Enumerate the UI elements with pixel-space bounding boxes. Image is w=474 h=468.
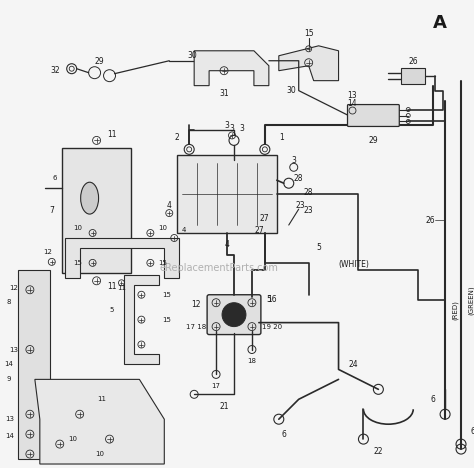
Text: 11: 11: [107, 130, 116, 139]
Text: 6: 6: [53, 175, 57, 181]
Polygon shape: [194, 51, 269, 86]
Text: 7: 7: [49, 206, 54, 215]
Text: 3: 3: [229, 124, 235, 133]
Text: 10: 10: [73, 225, 82, 231]
Text: 3: 3: [239, 124, 245, 133]
FancyBboxPatch shape: [347, 104, 399, 126]
Text: 10: 10: [68, 436, 77, 442]
Text: 4: 4: [225, 241, 229, 249]
Text: 32: 32: [50, 66, 60, 75]
Text: 14: 14: [347, 99, 357, 108]
Text: 26: 26: [425, 216, 435, 225]
Bar: [401, 68, 425, 84]
Text: 17: 17: [211, 383, 220, 389]
Polygon shape: [65, 238, 179, 278]
Text: 30: 30: [187, 51, 197, 60]
Text: 11: 11: [107, 282, 116, 291]
Text: 15: 15: [158, 260, 167, 266]
Text: 4: 4: [167, 201, 172, 210]
FancyBboxPatch shape: [207, 295, 261, 335]
Text: 23: 23: [296, 201, 306, 210]
Text: 5: 5: [109, 307, 114, 313]
Text: 14: 14: [5, 361, 13, 367]
Text: 5: 5: [316, 243, 321, 252]
Polygon shape: [18, 270, 129, 459]
Text: 15: 15: [162, 317, 171, 322]
Bar: [177, 155, 277, 233]
Polygon shape: [125, 275, 159, 365]
Text: 18: 18: [247, 358, 256, 365]
Text: (GREEN): (GREEN): [468, 285, 474, 314]
Text: (RED): (RED): [452, 300, 458, 320]
Text: A: A: [433, 14, 447, 32]
Text: 12: 12: [191, 300, 201, 309]
Text: 13: 13: [347, 91, 357, 100]
Text: 21: 21: [219, 402, 229, 411]
Text: 31: 31: [219, 89, 229, 98]
Text: (WHITE): (WHITE): [338, 260, 369, 270]
Text: 28: 28: [294, 174, 303, 183]
Ellipse shape: [81, 182, 99, 214]
Text: 27: 27: [254, 226, 264, 234]
Text: 24: 24: [349, 360, 358, 369]
Text: 14: 14: [6, 433, 14, 439]
Text: 13: 13: [6, 416, 15, 422]
Text: 12: 12: [9, 285, 18, 291]
Polygon shape: [279, 46, 338, 80]
Text: 12: 12: [43, 249, 52, 255]
Text: 15: 15: [304, 29, 313, 38]
Text: 28: 28: [304, 188, 313, 197]
Text: 15: 15: [162, 292, 171, 298]
Text: 11: 11: [97, 396, 106, 402]
Text: 22: 22: [374, 446, 383, 455]
Text: 9: 9: [7, 376, 11, 382]
Text: 6: 6: [431, 395, 436, 404]
Text: 11: 11: [117, 285, 126, 291]
Text: 29: 29: [369, 136, 378, 145]
Text: 30: 30: [287, 86, 297, 95]
Text: eReplacementParts.com: eReplacementParts.com: [160, 263, 279, 273]
Text: 10: 10: [95, 451, 104, 457]
Text: 26: 26: [409, 57, 418, 66]
Polygon shape: [35, 380, 164, 464]
Text: 8: 8: [7, 299, 11, 305]
Text: 3: 3: [292, 156, 296, 165]
Text: 10: 10: [158, 225, 167, 231]
Text: 13: 13: [9, 346, 18, 352]
Text: 27: 27: [259, 213, 269, 223]
Text: 4: 4: [182, 227, 186, 233]
Text: 15: 15: [73, 260, 82, 266]
Text: 1: 1: [279, 133, 284, 142]
Text: 23: 23: [304, 205, 313, 215]
Text: 5: 5: [266, 295, 271, 304]
Circle shape: [222, 303, 246, 327]
Text: 17 18: 17 18: [186, 323, 206, 329]
Text: 3: 3: [225, 121, 229, 130]
Text: 16: 16: [267, 295, 277, 304]
Text: 19 20: 19 20: [262, 323, 282, 329]
Text: 2: 2: [175, 133, 180, 142]
Text: 6: 6: [282, 430, 286, 439]
Text: 29: 29: [95, 57, 104, 66]
Text: 6: 6: [471, 427, 474, 436]
Bar: [62, 148, 131, 273]
